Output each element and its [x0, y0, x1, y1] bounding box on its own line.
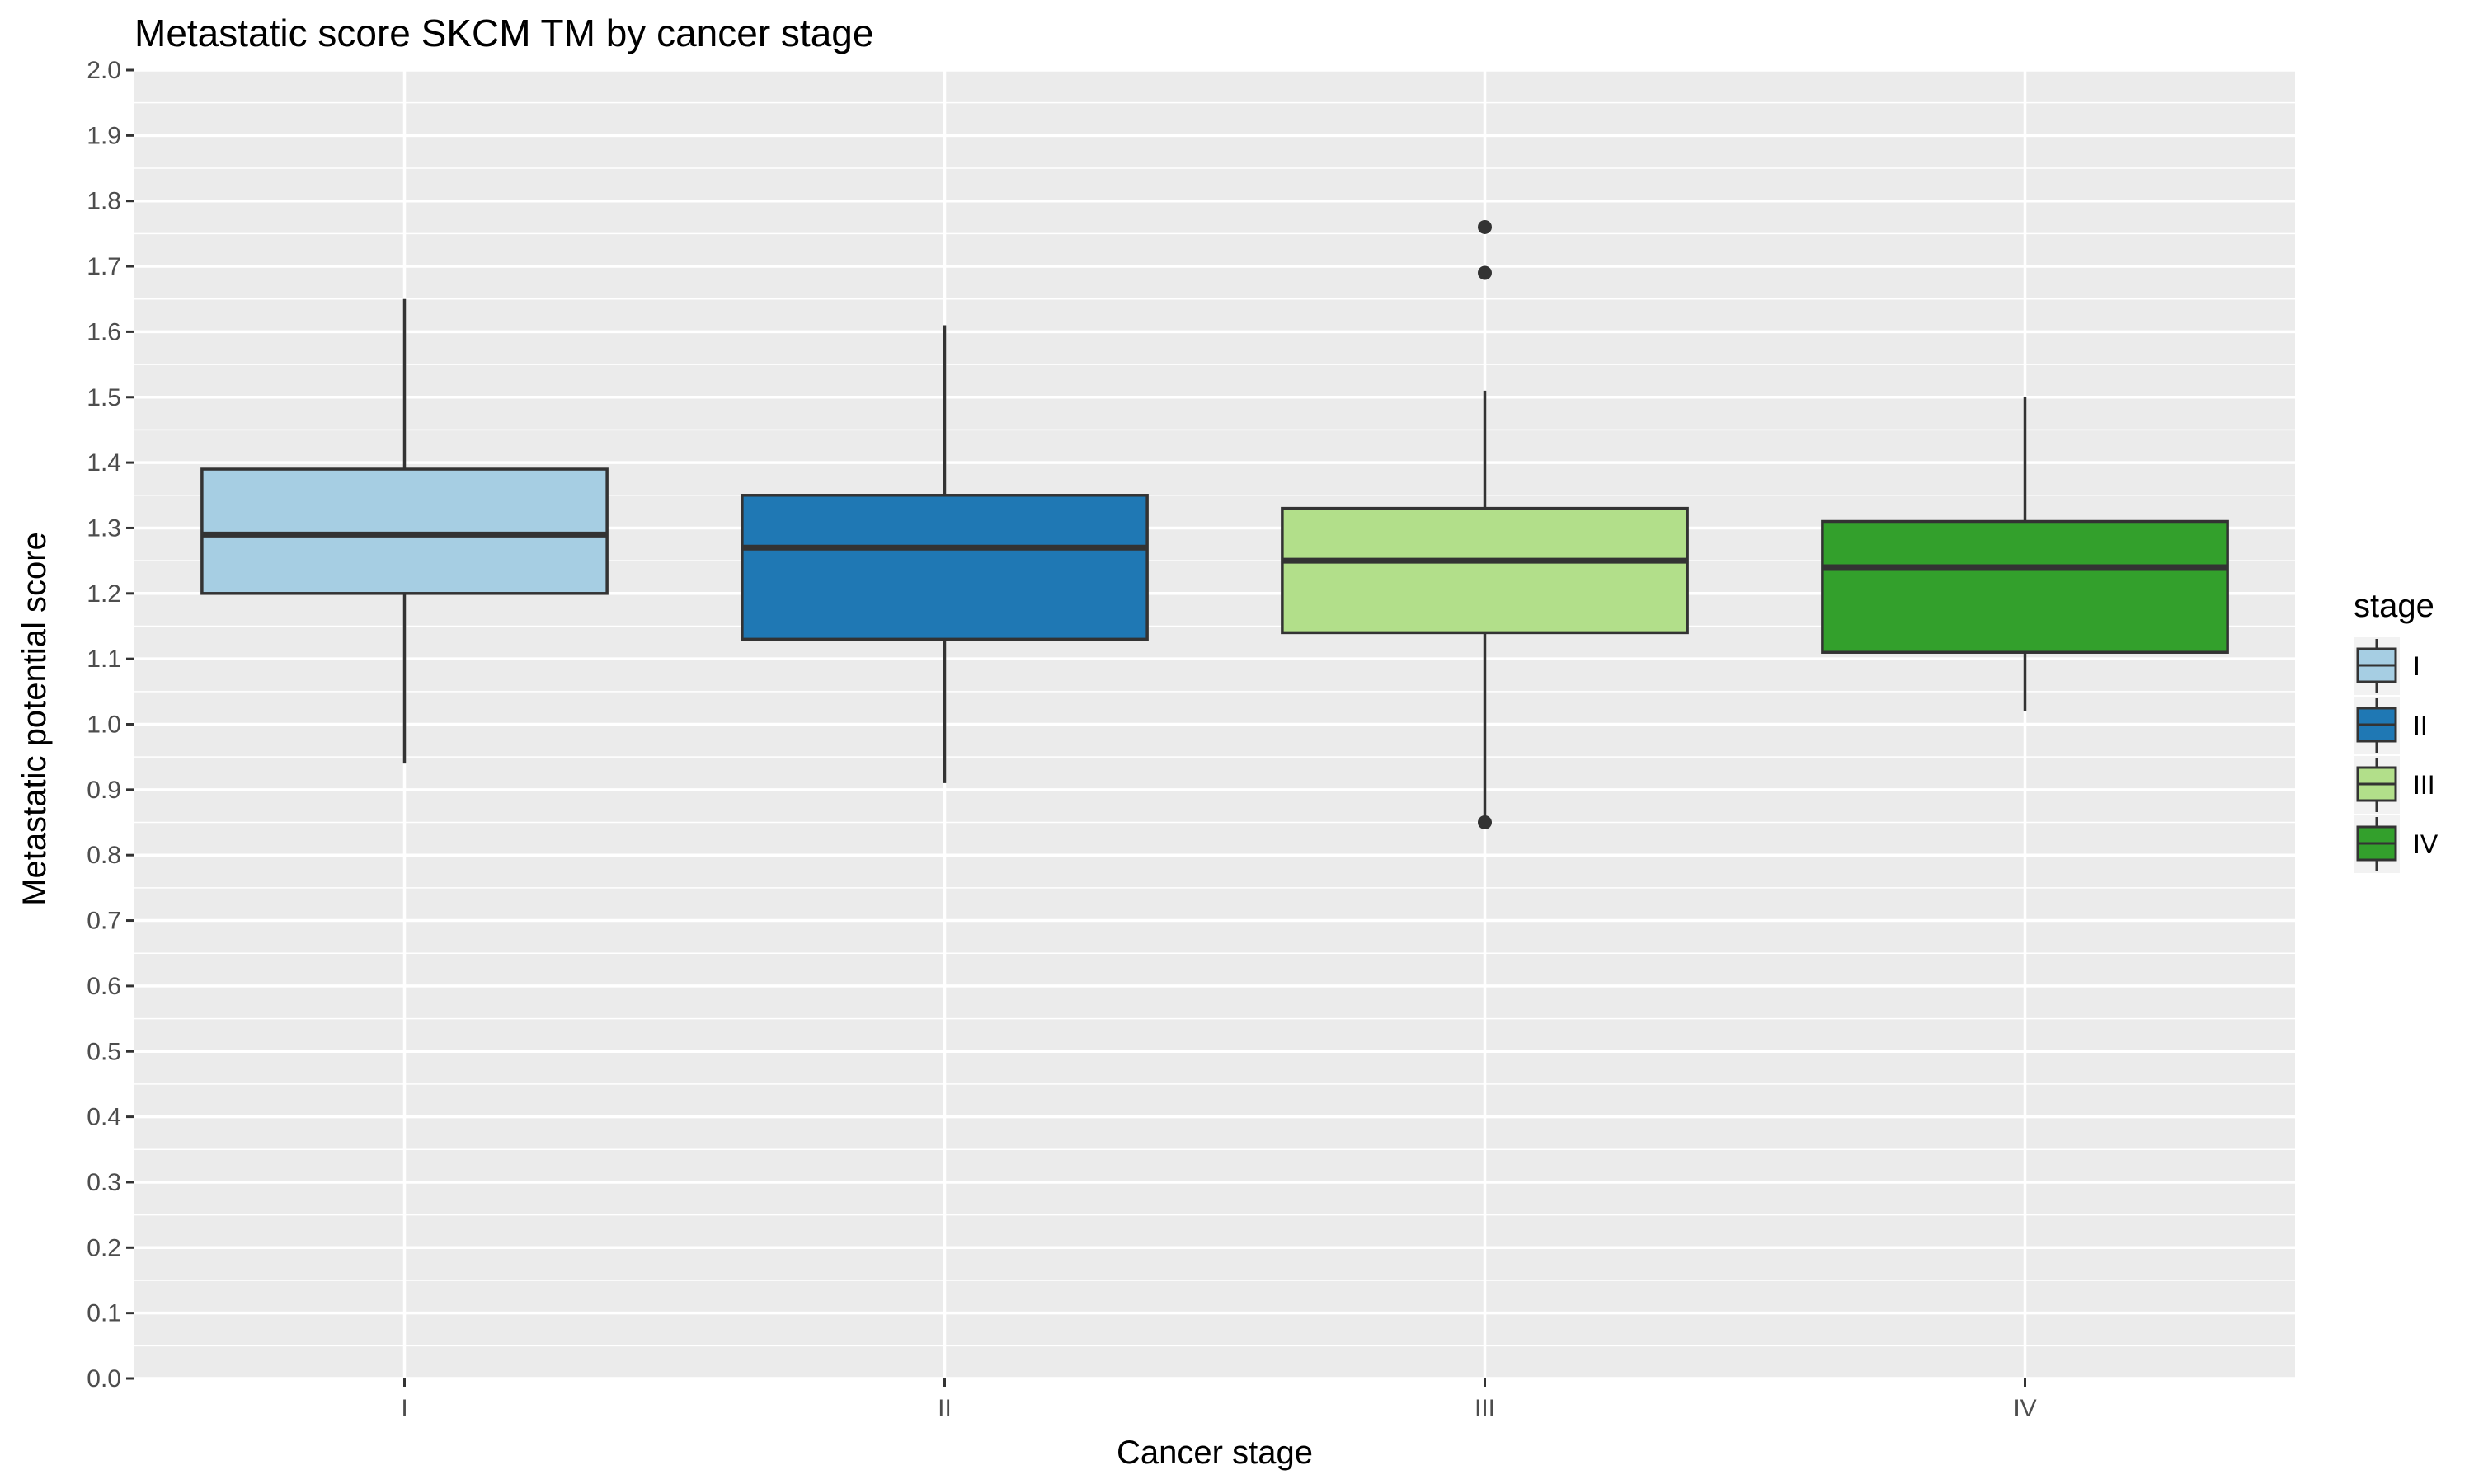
- y-tick-label: 1.6: [87, 318, 121, 345]
- y-tick-label: 1.7: [87, 253, 121, 280]
- box-body: [200, 467, 609, 595]
- box-IV: [1821, 397, 2229, 711]
- legend-item-IV: IV: [2354, 815, 2439, 873]
- y-tick-label: 1.1: [87, 646, 121, 673]
- boxes: [200, 219, 2229, 830]
- y-tick-label: 1.8: [87, 188, 121, 215]
- outlier-point: [1478, 219, 1492, 234]
- legend-title: stage: [2354, 588, 2434, 624]
- y-tick-label: 1.0: [87, 711, 121, 739]
- x-axis-title: Cancer stage: [1117, 1435, 1313, 1471]
- y-tick-label: 0.0: [87, 1365, 121, 1392]
- box-body: [1821, 519, 2229, 654]
- box-I: [200, 298, 609, 764]
- axes: 0.0 0.1 0.2 0.3 0.4 0.5 0.6 0.7 0.8 0.9 1.0 1.1 1.2 1…: [87, 57, 2036, 1422]
- box-II: [741, 325, 1149, 783]
- y-tick-label: 0.4: [87, 1104, 121, 1131]
- y-tick-label: 1.3: [87, 514, 121, 542]
- x-tick-label: II: [938, 1395, 952, 1422]
- y-tick-label: 0.2: [87, 1234, 121, 1261]
- legend-item-I: I: [2354, 637, 2420, 695]
- y-tick-label: 1.9: [87, 122, 121, 149]
- box-body: [1281, 506, 1689, 635]
- y-tick-label: 0.9: [87, 777, 121, 804]
- legend-label: IV: [2413, 829, 2439, 859]
- legend-item-III: III: [2354, 756, 2435, 814]
- y-tick-label: 0.6: [87, 973, 121, 1000]
- y-tick-label: 1.2: [87, 580, 121, 608]
- plot-panel: [134, 68, 2295, 1380]
- box-III: [1281, 219, 1689, 830]
- x-tick-label: IV: [2013, 1395, 2036, 1422]
- y-tick-label: 2.0: [87, 57, 121, 84]
- chart-title: Metastatic score SKCM TM by cancer stage: [134, 12, 873, 54]
- y-tick-label: 0.8: [87, 842, 121, 869]
- y-tick-label: 1.4: [87, 449, 121, 477]
- y-tick-label: 0.5: [87, 1038, 121, 1065]
- y-tick-label: 0.3: [87, 1169, 121, 1196]
- y-axis-title: Metastatic potential score: [16, 532, 53, 906]
- legend-label: I: [2413, 651, 2420, 681]
- y-tick-label: 1.5: [87, 384, 121, 411]
- y-tick-label: 0.7: [87, 908, 121, 935]
- outlier-point: [1478, 815, 1492, 830]
- x-tick-label: III: [1475, 1395, 1495, 1422]
- box-body: [741, 494, 1149, 641]
- y-tick-label: 0.1: [87, 1300, 121, 1327]
- legend-label: II: [2413, 711, 2428, 740]
- legend-label: III: [2413, 770, 2435, 800]
- x-tick-label: I: [401, 1395, 407, 1422]
- legend-item-II: II: [2354, 697, 2428, 754]
- outlier-point: [1478, 265, 1492, 280]
